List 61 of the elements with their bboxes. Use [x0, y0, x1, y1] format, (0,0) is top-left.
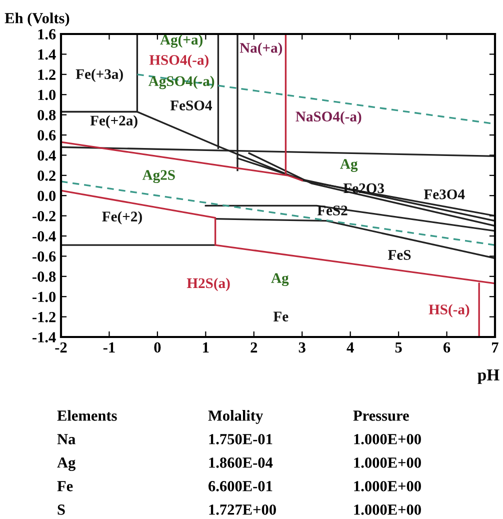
- text: S: [58, 504, 65, 515]
- text: Pressure: [353, 410, 409, 421]
- annotation: Fe(+2a): [90, 115, 138, 128]
- annotation: HSO4(-a): [149, 54, 208, 68]
- y-tick-label: -0.8: [32, 272, 56, 282]
- y-tick-label: 0.6: [38, 130, 56, 141]
- annotation: Ag(+a): [160, 34, 202, 48]
- text: 1.727E+00: [209, 504, 276, 515]
- text: Ag: [57, 457, 76, 471]
- y-tick-label: 0.0: [38, 190, 56, 202]
- annotation: Fe(+3a): [76, 68, 123, 82]
- x-tick-label: -2: [55, 342, 67, 352]
- text: 1.860E-04: [209, 458, 273, 468]
- text: Na: [57, 434, 76, 444]
- y-tick-label: -0.6: [32, 251, 56, 262]
- annotation: Ag: [271, 273, 289, 286]
- x-tick-label: 3: [298, 342, 306, 353]
- text: 6.600E-01: [208, 481, 272, 492]
- text: Molality: [208, 410, 264, 424]
- annotation: Ag2S: [142, 170, 175, 184]
- y-tick-label: -0.4: [32, 231, 56, 242]
- y-tick-label: -1.2: [32, 312, 56, 322]
- y-tick-label: -1.0: [32, 292, 56, 302]
- annotation: NaSO4(-a): [296, 111, 362, 124]
- text: 1.000E+00: [354, 504, 421, 515]
- y-tick-label: 0.4: [38, 150, 56, 161]
- text: 1.000E+00: [354, 481, 421, 492]
- text: 1.000E+00: [354, 458, 421, 468]
- annotation: FeS2: [317, 206, 348, 216]
- x-tick-label: 4: [346, 342, 354, 352]
- x-tick-label: 6: [443, 342, 450, 353]
- y-axis-title: Eh (Volts): [4, 12, 70, 26]
- x-tick-label: 2: [250, 342, 258, 352]
- y-tick-label: 0.8: [38, 110, 56, 120]
- annotation: Ag: [340, 159, 358, 172]
- annotation: AgSO4(-a): [148, 76, 214, 90]
- annotation: FeSO4: [170, 100, 212, 110]
- y-tick-label: 1.4: [38, 49, 56, 60]
- annotation: FeS: [388, 250, 411, 260]
- annotation: HS(-a): [428, 304, 470, 318]
- y-tick-label: 1.6: [38, 29, 56, 40]
- annotation: Fe(+2): [102, 211, 142, 224]
- annotation: Na(+a): [240, 42, 282, 56]
- text: 1.750E-01: [209, 434, 272, 444]
- y-tick-label: 0.2: [38, 170, 56, 181]
- y-tick-label: -0.2: [32, 210, 56, 222]
- x-tick-label: 7: [492, 342, 498, 352]
- x-tick-label: 5: [395, 342, 402, 353]
- x-tick-label: 0: [154, 342, 161, 353]
- x-axis-title: pH: [478, 369, 500, 384]
- annotation: Fe3O4: [424, 189, 465, 200]
- text: 1.000E+00: [354, 434, 421, 444]
- annotation: H2S(a): [186, 278, 230, 292]
- x-tick-label: -1: [103, 342, 115, 352]
- y-tick-label: 1.0: [38, 90, 56, 100]
- text: Fe: [57, 481, 73, 492]
- x-tick-label: 1: [203, 342, 209, 352]
- y-tick-label: -1.4: [32, 332, 56, 343]
- annotation: Fe: [273, 312, 288, 322]
- y-tick-label: 1.2: [38, 70, 56, 80]
- text: Elements: [57, 410, 117, 421]
